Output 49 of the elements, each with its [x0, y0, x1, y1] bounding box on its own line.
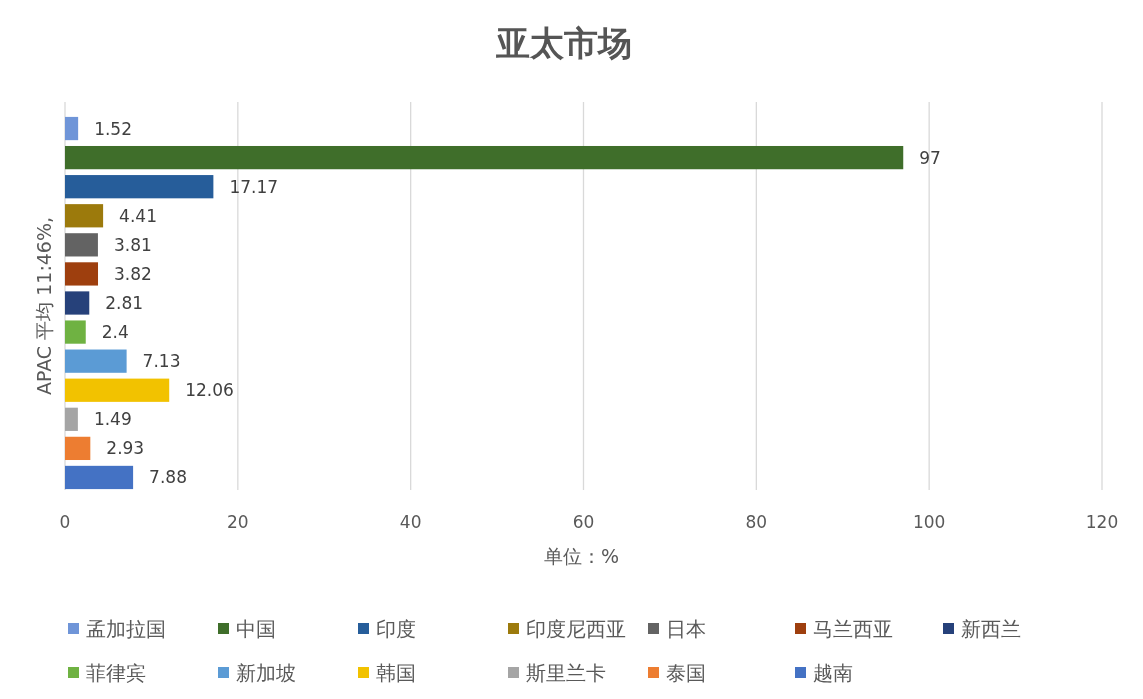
- bar: [65, 116, 79, 141]
- data-label: 12.06: [185, 380, 234, 401]
- bar: [65, 291, 90, 315]
- bar: [65, 407, 78, 431]
- x-tick-label: 0: [59, 512, 71, 532]
- bar: [65, 175, 214, 199]
- bar: [65, 262, 99, 286]
- legend-label: 越南: [813, 661, 853, 685]
- bar: [65, 465, 134, 490]
- data-label: 1.52: [94, 118, 132, 139]
- legend-label: 菲律宾: [86, 661, 146, 685]
- bar: [65, 233, 98, 257]
- bar: [65, 349, 127, 373]
- data-label: 3.81: [113, 234, 152, 255]
- x-tick-label: 20: [227, 512, 249, 532]
- x-tick-label: 100: [912, 512, 946, 532]
- data-label: 7.13: [142, 351, 181, 372]
- x-tick-label: 120: [1085, 512, 1119, 532]
- legend-label: 泰国: [666, 661, 706, 685]
- legend-label: 马兰西亚: [813, 617, 893, 641]
- data-label: 1.49: [93, 409, 132, 430]
- legend-label: 斯里兰卡: [526, 661, 606, 685]
- bar: [65, 145, 904, 170]
- x-tick-label: 80: [745, 512, 768, 532]
- chart-title: 亚太市场: [494, 23, 632, 63]
- x-tick-label: 40: [399, 512, 422, 532]
- legend-label: 印度尼西亚: [526, 617, 626, 641]
- legend-label: 新西兰: [961, 617, 1021, 641]
- x-tick-label: 60: [572, 512, 595, 532]
- data-label: 2.4: [101, 322, 129, 343]
- data-label: 97: [919, 147, 941, 168]
- data-label: 17.17: [229, 176, 279, 197]
- bar: [65, 378, 170, 402]
- data-label: 7.88: [149, 467, 187, 488]
- legend-label: 印度: [376, 617, 416, 641]
- bar: [65, 320, 86, 344]
- data-label: 2.93: [106, 438, 145, 459]
- legend-label: 日本: [666, 617, 706, 641]
- data-label: 3.82: [114, 263, 152, 284]
- bar: [65, 204, 104, 228]
- data-label: 2.81: [105, 293, 144, 313]
- legend-label: 中国: [236, 617, 276, 641]
- bar: [65, 436, 91, 461]
- legend-label: 韩国: [376, 661, 416, 685]
- x-axis-title: 单位：%: [543, 545, 620, 567]
- data-label: 4.41: [119, 205, 157, 226]
- legend-label: 孟加拉国: [86, 617, 166, 641]
- legend-label: 新加坡: [236, 661, 296, 685]
- y-axis-title: APAC 平均 11:46%,: [33, 216, 55, 396]
